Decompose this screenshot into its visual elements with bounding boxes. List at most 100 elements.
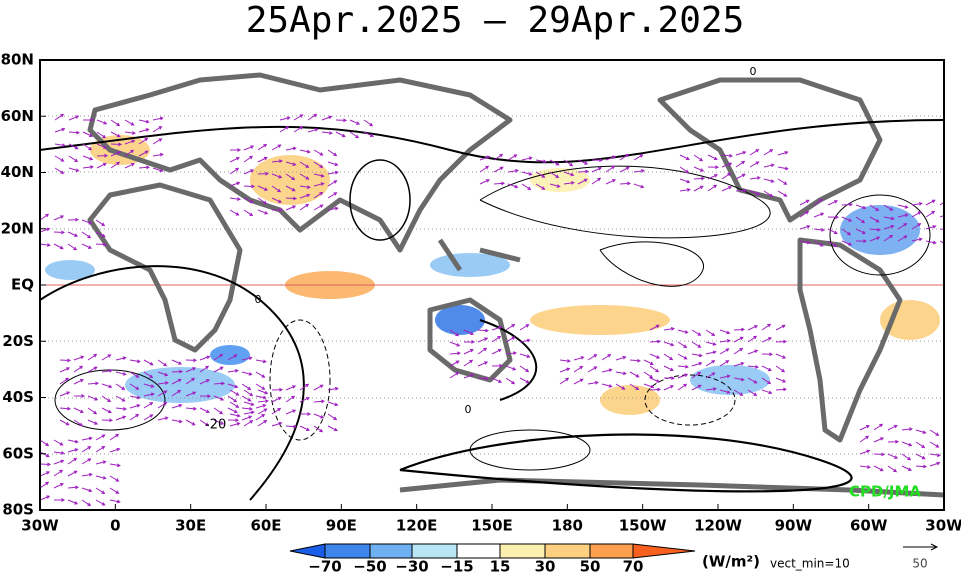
wind-arrow [271, 387, 284, 392]
wind-arrow [363, 131, 374, 137]
wind-arrow [255, 371, 266, 378]
wind-arrow [775, 324, 786, 331]
wind-arrow [95, 499, 106, 506]
wind-arrow [87, 366, 98, 373]
wind-arrow [775, 353, 787, 359]
wind-arrow [213, 381, 226, 386]
contour-label: -20 [205, 418, 226, 433]
wind-arrow [143, 392, 155, 397]
wind-arrow [129, 371, 140, 378]
wind-arrow [705, 372, 716, 379]
wind-arrow [605, 165, 616, 173]
wind-arrow [873, 437, 885, 443]
wind-arrow [841, 202, 854, 207]
wind-arrow [124, 163, 135, 169]
wind-arrow [109, 487, 120, 494]
wind-arrow [915, 464, 928, 469]
wind-arrow [138, 119, 150, 124]
wind-arrow [67, 231, 79, 237]
wind-arrow [185, 419, 196, 426]
wind-arrow [519, 338, 531, 343]
wind-arrow [761, 323, 772, 331]
wind-arrow [271, 197, 283, 203]
wind-arrow [663, 365, 674, 372]
wind-arrow [243, 184, 256, 189]
wind-arrow [869, 236, 881, 242]
wind-arrow [827, 228, 838, 235]
wind-arrow [101, 418, 114, 423]
wind-arrow [67, 457, 78, 465]
wind-arrow [110, 131, 121, 138]
wind-arrow [775, 387, 788, 392]
wind-arrow [841, 228, 852, 236]
wind-arrow [327, 192, 338, 199]
wind-arrow [73, 394, 86, 398]
wind-arrow [115, 383, 126, 390]
wind-arrow [887, 465, 898, 473]
wind-arrow [925, 199, 936, 206]
wind-arrow [143, 371, 154, 379]
wind-arrow [449, 371, 460, 379]
wind-arrow [855, 204, 867, 210]
wind-arrow [243, 401, 255, 406]
wind-arrow [943, 442, 944, 443]
wind-arrow [95, 475, 107, 480]
wind-arrow [67, 243, 78, 251]
lon-label: 60E [250, 517, 281, 535]
wind-arrow [493, 153, 504, 161]
wind-arrow [505, 377, 516, 385]
wind-arrow [813, 240, 824, 247]
wind-arrow [449, 351, 461, 356]
wind-arrow [229, 156, 240, 163]
colorbar-tick: 70 [623, 558, 644, 575]
wind-arrow [255, 359, 267, 364]
wind-arrow [199, 407, 210, 414]
wind-arrow [101, 395, 112, 403]
wind-arrow [129, 404, 141, 409]
wind-arrow [719, 374, 731, 379]
wind-arrow [87, 353, 98, 361]
title: 25Apr.2025 – 29Apr.2025 [246, 0, 745, 41]
wind-arrow [243, 155, 254, 163]
wind-arrow [477, 328, 490, 333]
grid [40, 115, 944, 455]
wind-arrow [615, 371, 627, 376]
wind-arrow [943, 453, 944, 454]
wind-arrow [299, 383, 310, 391]
lon-label: 120E [396, 517, 438, 535]
wind-arrow [129, 383, 140, 390]
wind-arrow [883, 234, 894, 242]
wind-arrow [229, 422, 241, 427]
wind-arrow [747, 349, 759, 355]
wind-arrow [929, 453, 941, 458]
wind-arrow [493, 166, 504, 173]
wind-arrow [53, 243, 64, 250]
wind-arrow [68, 143, 79, 150]
wind-arrow [649, 339, 662, 344]
wind-arrow [40, 462, 52, 467]
wind-arrow [679, 154, 690, 161]
wind-arrow [115, 371, 127, 376]
wind-arrow [109, 499, 121, 504]
wind-arrow [577, 169, 590, 174]
wind-arrow [507, 154, 518, 161]
wind-arrow [587, 354, 598, 361]
lat-label: EQ [11, 276, 34, 294]
wind-arrow [477, 376, 490, 381]
wind-arrow [777, 178, 788, 185]
wind-arrow [449, 329, 460, 337]
wind-arrow [53, 459, 65, 465]
wind-arrow [519, 353, 531, 359]
wind-arrow [124, 131, 136, 135]
wind-arrow [241, 395, 252, 402]
wind-arrow [157, 416, 169, 421]
wind-arrow [271, 396, 282, 403]
wind-arrow [257, 209, 269, 215]
wind-arrow [299, 149, 311, 154]
wind-arrow [605, 155, 617, 161]
wind-arrow [855, 216, 866, 224]
wind-arrow [109, 463, 121, 468]
wind-arrow [185, 391, 197, 397]
wind-arrow [143, 359, 154, 366]
wind-arrow [925, 210, 936, 218]
